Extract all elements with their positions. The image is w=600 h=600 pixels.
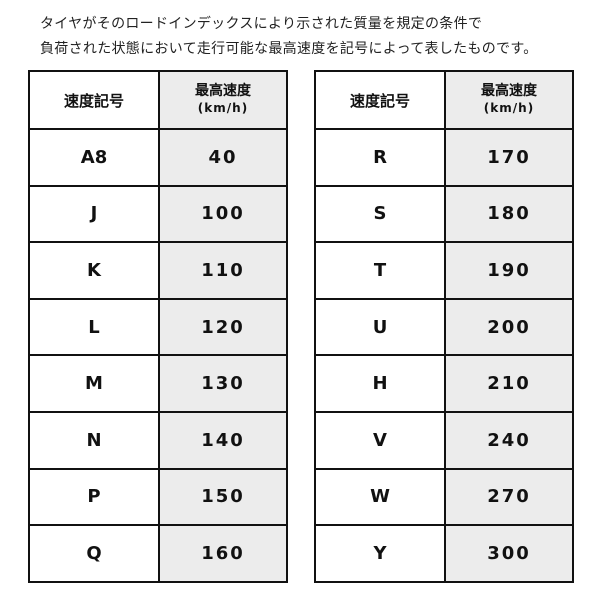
max-speed-cell: 130 (158, 354, 288, 413)
max-speed-cell: 170 (444, 128, 574, 187)
max-speed-cell: 160 (158, 524, 288, 583)
max-speed-cell: 190 (444, 241, 574, 300)
max-speed-cell: 200 (444, 297, 574, 357)
table-row: P 150 (28, 467, 288, 527)
speed-symbol-cell: M (28, 354, 160, 413)
header-speed-label: 最高速度 (195, 83, 251, 99)
header-speed: 最高速度 (km/h) (444, 70, 574, 130)
max-speed-cell: 270 (444, 467, 574, 527)
max-speed-cell: 210 (444, 354, 574, 413)
speed-symbol-cell: W (314, 467, 446, 527)
max-speed-cell: 40 (158, 128, 288, 187)
max-speed-cell: 120 (158, 297, 288, 357)
speed-symbol-cell: T (314, 241, 446, 300)
speed-symbol-cell: Y (314, 524, 446, 583)
header-speed-unit: (km/h) (197, 101, 249, 115)
speed-symbol-cell: K (28, 241, 160, 300)
intro-text: タイヤがそのロードインデックスにより示された質量を規定の条件で 負荷された状態に… (40, 12, 538, 62)
table-row: H 210 (314, 354, 574, 413)
speed-symbol-cell: H (314, 354, 446, 413)
table-row: N 140 (28, 410, 288, 470)
table-row: V 240 (314, 410, 574, 470)
speed-symbol-cell: V (314, 410, 446, 470)
header-symbol: 速度記号 (28, 70, 160, 130)
speed-symbol-cell: U (314, 297, 446, 357)
table-row: R 170 (314, 128, 574, 187)
speed-symbol-cell: Q (28, 524, 160, 583)
max-speed-cell: 300 (444, 524, 574, 583)
table-row: W 270 (314, 467, 574, 527)
table-row: L 120 (28, 297, 288, 357)
speed-symbol-cell: A8 (28, 128, 160, 187)
header-row: 速度記号 最高速度 (km/h) (28, 70, 288, 130)
table-row: K 110 (28, 241, 288, 300)
max-speed-cell: 180 (444, 184, 574, 244)
header-row: 速度記号 最高速度 (km/h) (314, 70, 574, 130)
speed-symbol-cell: S (314, 184, 446, 244)
max-speed-cell: 140 (158, 410, 288, 470)
header-symbol: 速度記号 (314, 70, 446, 130)
table-row: Q 160 (28, 524, 288, 583)
intro-line-2: 負荷された状態において走行可能な最高速度を記号によって表したものです。 (40, 41, 538, 57)
speed-table-left: 速度記号 最高速度 (km/h) A8 40 J 100 K 110 L 120 M 130 N 14… (28, 70, 288, 583)
table-row: T 190 (314, 241, 574, 300)
table-row: Y 300 (314, 524, 574, 583)
table-row: M 130 (28, 354, 288, 413)
header-speed-label: 最高速度 (481, 83, 537, 99)
speed-symbol-cell: N (28, 410, 160, 470)
header-speed: 最高速度 (km/h) (158, 70, 288, 130)
max-speed-cell: 100 (158, 184, 288, 244)
max-speed-cell: 110 (158, 241, 288, 300)
max-speed-cell: 150 (158, 467, 288, 527)
max-speed-cell: 240 (444, 410, 574, 470)
table-row: A8 40 (28, 128, 288, 187)
speed-symbol-cell: J (28, 184, 160, 244)
speed-table-right: 速度記号 最高速度 (km/h) R 170 S 180 T 190 U 200 H 210 V 24… (314, 70, 574, 583)
table-row: J 100 (28, 184, 288, 244)
intro-line-1: タイヤがそのロードインデックスにより示された質量を規定の条件で (40, 16, 483, 32)
table-row: S 180 (314, 184, 574, 244)
speed-symbol-cell: R (314, 128, 446, 187)
table-row: U 200 (314, 297, 574, 357)
speed-symbol-cell: L (28, 297, 160, 357)
speed-symbol-cell: P (28, 467, 160, 527)
header-speed-unit: (km/h) (483, 101, 535, 115)
